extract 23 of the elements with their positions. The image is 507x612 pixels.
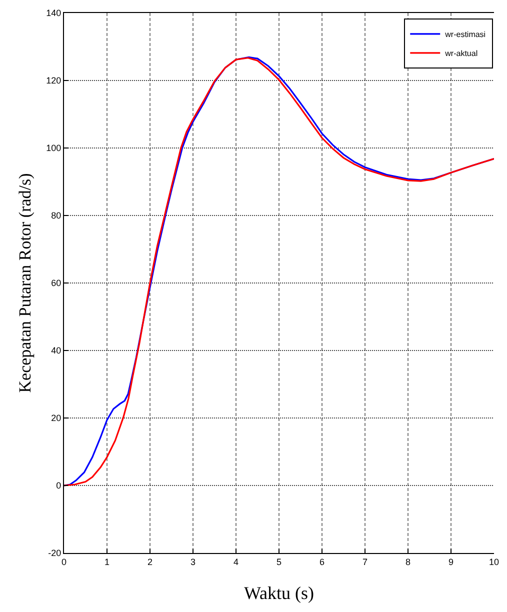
y-tick-label: 80 [51, 210, 62, 221]
x-tick-label: 4 [233, 556, 239, 567]
x-tick-label: 3 [190, 556, 196, 567]
x-tick-label: 1 [104, 556, 110, 567]
legend-label: wr-estimasi [444, 30, 486, 40]
x-tick-label: 10 [488, 556, 500, 567]
y-tick-label: -20 [48, 548, 62, 558]
x-tick-label: 2 [147, 556, 153, 567]
y-tick-label: 0 [56, 480, 62, 491]
x-tick-label: 7 [362, 556, 368, 567]
y-tick-label: 100 [46, 143, 62, 154]
y-tick-label: 20 [51, 413, 62, 424]
x-axis-title: Waktu (s) [244, 582, 314, 603]
x-tick-label: 9 [448, 556, 454, 567]
y-tick-label: 40 [51, 346, 62, 356]
y-tick-label: 120 [46, 76, 62, 86]
y-axis-title: Kecepatan Putaran Rotor (rad/s) [16, 173, 35, 393]
legend-label: wr-aktual [444, 49, 478, 58]
x-tick-label: 6 [319, 556, 325, 567]
y-tick-label: 60 [51, 278, 62, 288]
x-tick-label: 5 [276, 556, 282, 567]
y-tick-label: 140 [46, 8, 62, 18]
x-tick-label: 8 [405, 556, 411, 567]
